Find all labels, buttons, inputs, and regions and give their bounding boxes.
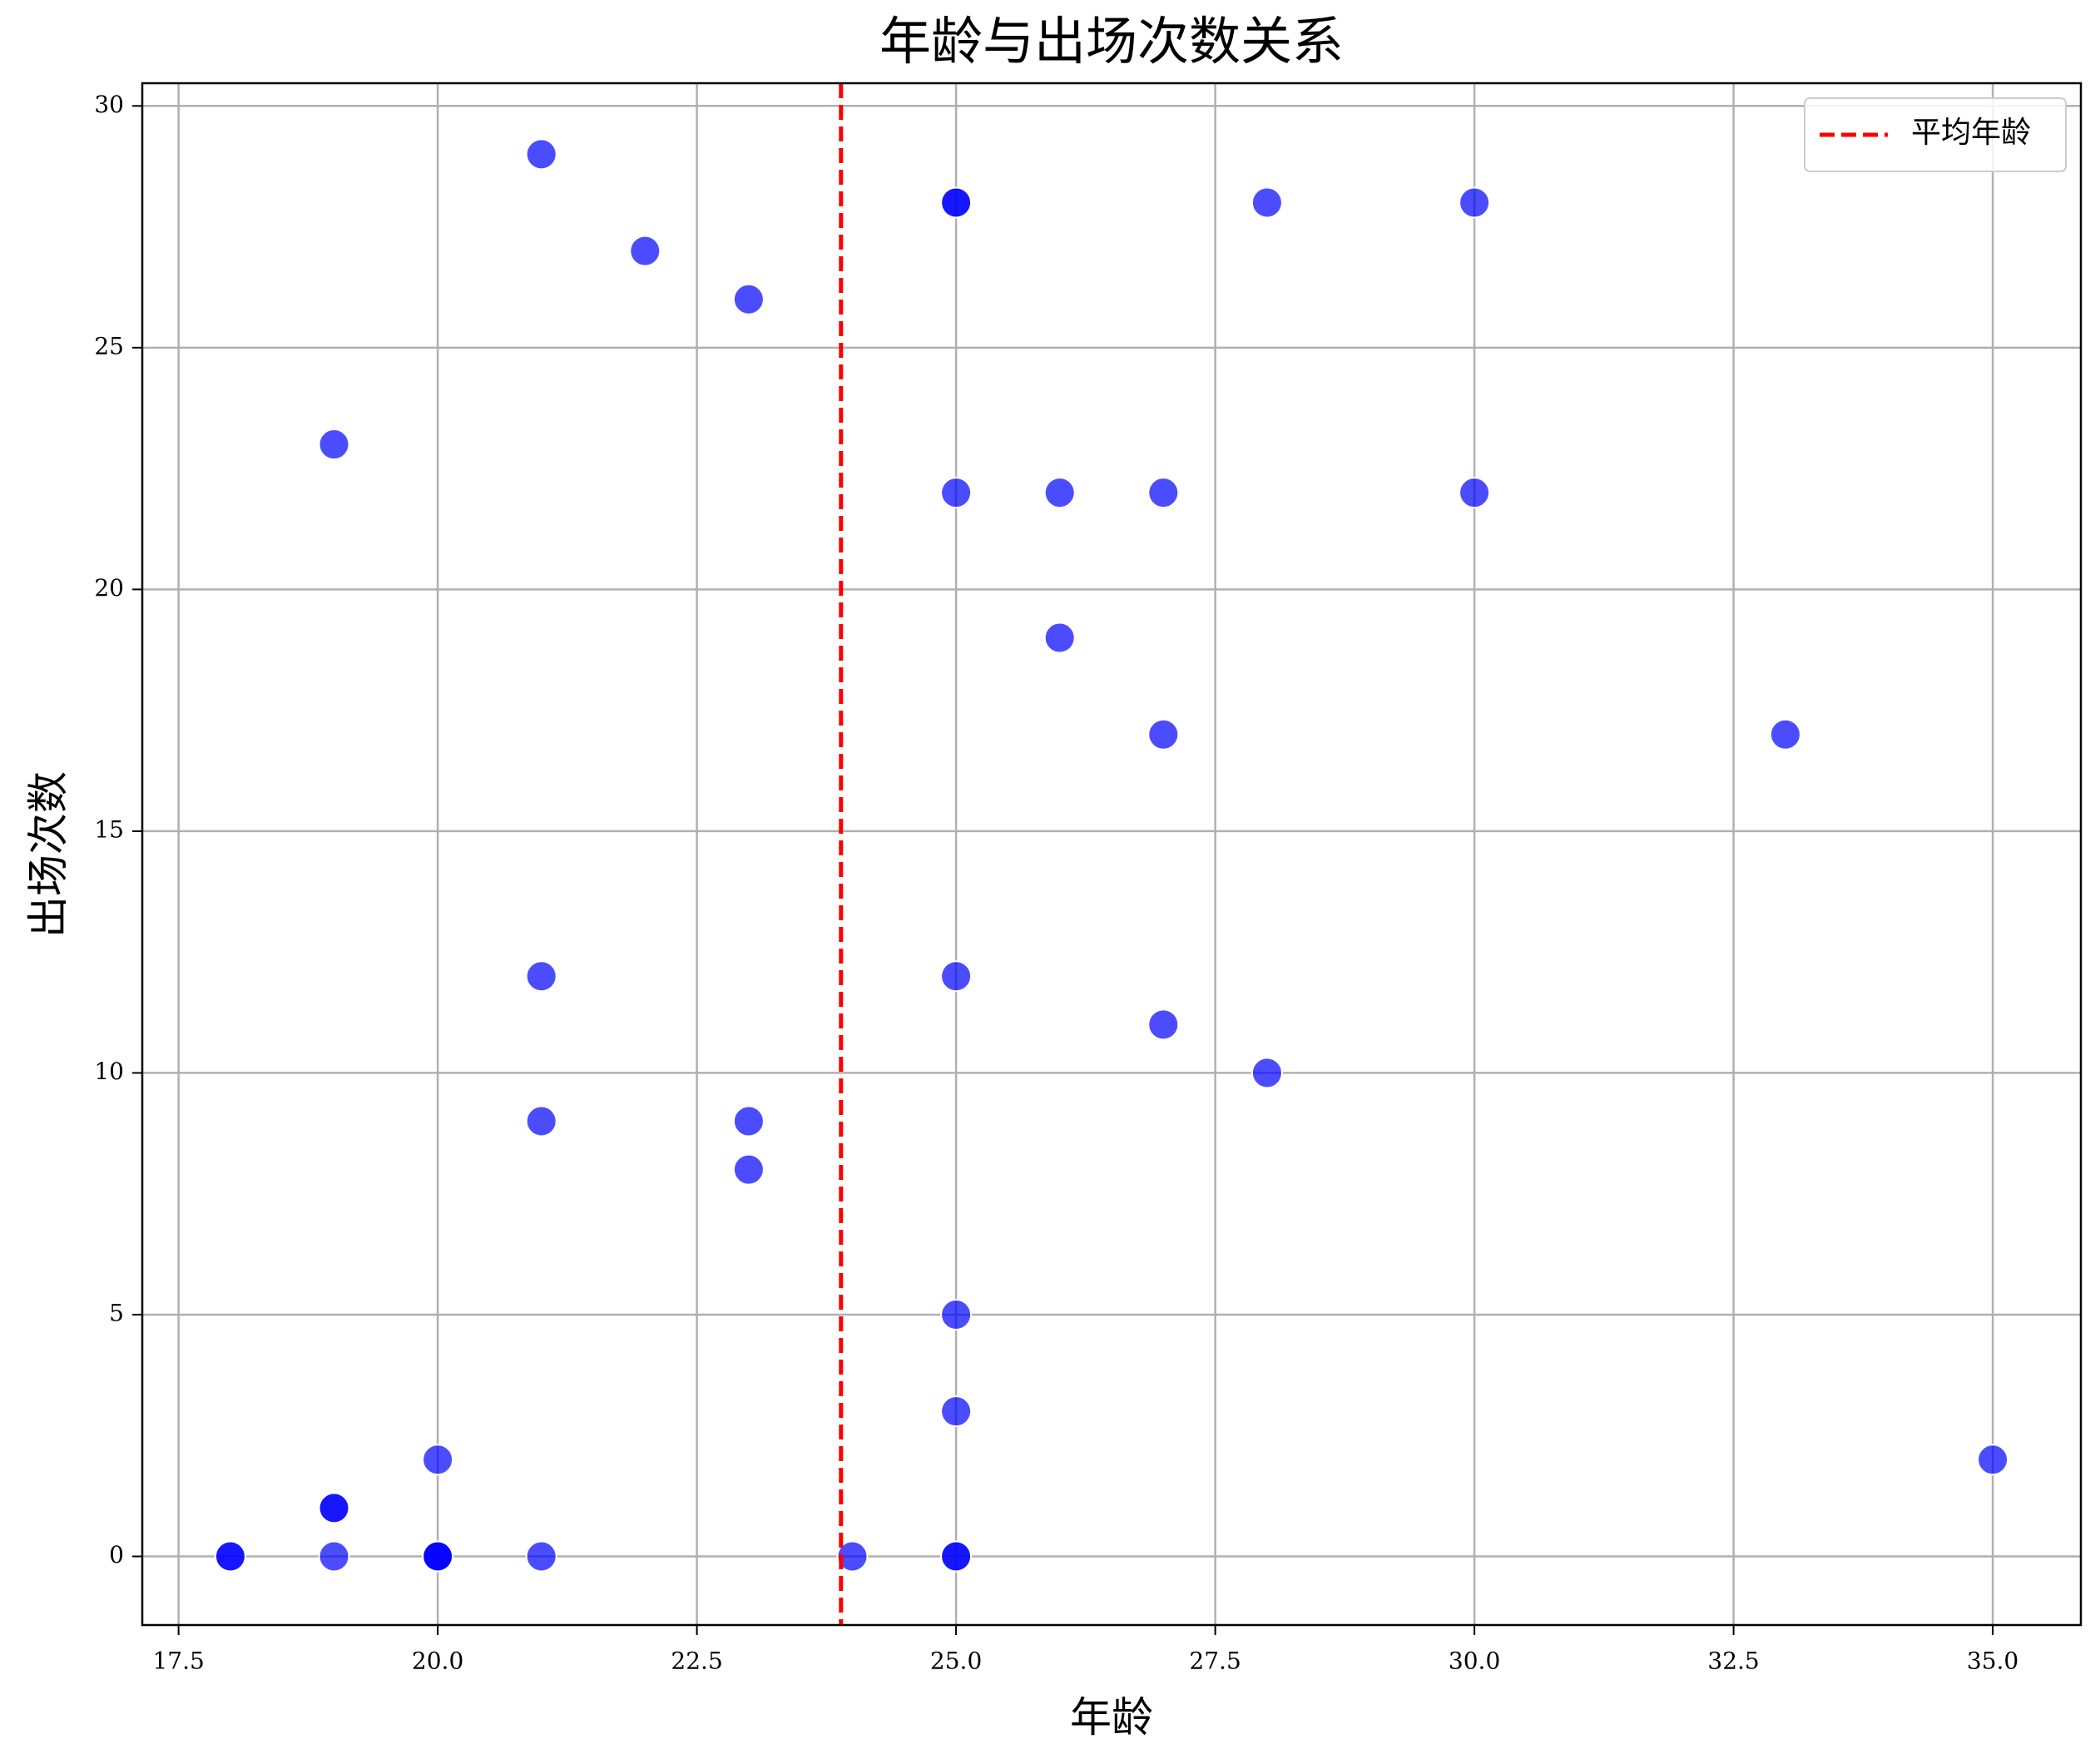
point	[525, 1540, 557, 1573]
point	[940, 186, 973, 219]
y-tick-label: 20	[94, 574, 124, 602]
legend-box	[1804, 97, 2067, 172]
point	[1043, 477, 1076, 509]
point	[629, 235, 661, 267]
point	[1147, 718, 1180, 751]
point	[940, 1395, 973, 1428]
point	[525, 960, 557, 993]
y-tick-label: 25	[94, 332, 124, 359]
point	[732, 1153, 765, 1186]
point	[1043, 622, 1076, 654]
point	[422, 1540, 454, 1573]
point	[318, 429, 350, 461]
x-tick-label: 30.0	[1449, 1648, 1500, 1675]
point	[1459, 186, 1491, 219]
x-tick-label: 27.5	[1189, 1648, 1241, 1675]
x-tick-label: 35.0	[1967, 1648, 2018, 1675]
y-tick-label: 30	[94, 91, 124, 118]
point	[940, 477, 973, 509]
point	[1459, 477, 1491, 509]
y-tick-label: 15	[94, 815, 124, 843]
y-tick-label: 10	[94, 1058, 124, 1085]
chart-title: 年龄与出场次数关系	[879, 11, 1344, 72]
legend-label: 平均年龄	[1911, 116, 2031, 150]
point	[1147, 477, 1180, 509]
point	[318, 1540, 350, 1573]
point	[1769, 718, 1801, 751]
x-tick-label: 32.5	[1707, 1648, 1759, 1675]
x-tick-label: 20.0	[412, 1648, 463, 1675]
y-tick-label: 0	[109, 1541, 124, 1568]
point	[318, 1492, 350, 1524]
point	[836, 1540, 869, 1573]
point	[732, 283, 765, 315]
x-tick-label: 25.0	[930, 1648, 982, 1675]
y-axis-label: 出场次数	[24, 771, 72, 938]
point	[940, 1540, 973, 1573]
point	[525, 1105, 557, 1137]
point	[940, 960, 973, 993]
point	[1251, 1057, 1283, 1089]
x-tick-label: 22.5	[671, 1648, 722, 1675]
point	[940, 1298, 973, 1330]
frame	[141, 82, 2083, 1627]
point	[732, 1105, 765, 1137]
point	[1147, 1008, 1180, 1041]
y-tick-label: 5	[109, 1299, 124, 1326]
point	[214, 1540, 246, 1573]
point	[422, 1444, 454, 1476]
x-axis-label: 年龄	[1070, 1693, 1153, 1742]
x-tick-label: 17.5	[152, 1648, 204, 1675]
point	[1251, 186, 1283, 219]
point	[1977, 1444, 2009, 1476]
point	[525, 138, 557, 171]
